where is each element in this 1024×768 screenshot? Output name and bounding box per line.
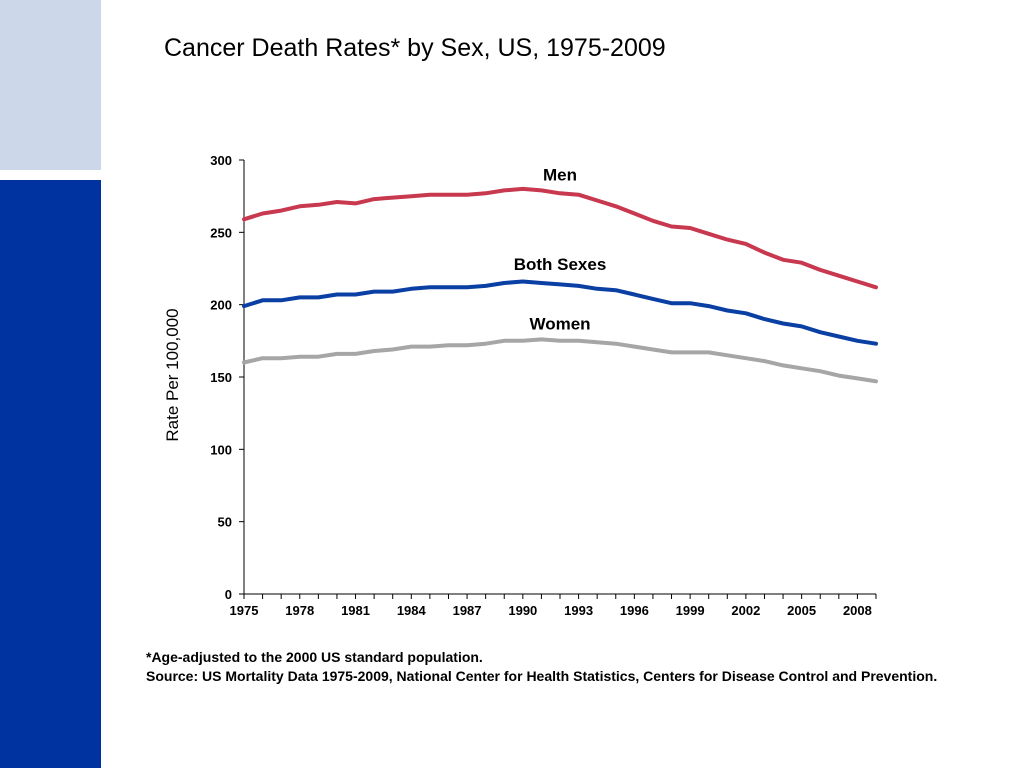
- y-tick-label: 50: [218, 515, 232, 530]
- sidebar-dark-panel: [0, 180, 101, 768]
- source-text: Source: US Mortality Data 1975-2009, Nat…: [146, 668, 938, 684]
- series-label-both-sexes: Both Sexes: [514, 255, 607, 274]
- sidebar-light-panel: [0, 0, 101, 170]
- x-tick-label: 1981: [341, 603, 370, 618]
- x-tick-label: 1978: [285, 603, 314, 618]
- x-tick-label: 1993: [564, 603, 593, 618]
- x-tick-label: 1987: [453, 603, 482, 618]
- y-tick-label: 250: [210, 225, 232, 240]
- y-tick-label: 150: [210, 370, 232, 385]
- series-line-men: [242, 186, 878, 290]
- y-axis-title: Rate Per 100,000: [163, 308, 182, 441]
- series-line-women: [242, 337, 878, 384]
- x-tick-label: 2002: [731, 603, 760, 618]
- footnote-text: *Age-adjusted to the 2000 US standard po…: [146, 649, 483, 665]
- series-label-women: Women: [529, 314, 590, 333]
- y-tick-label: 100: [210, 442, 232, 457]
- series-label-men: Men: [543, 165, 577, 184]
- x-tick-label: 2005: [787, 603, 816, 618]
- x-tick-label: 1996: [620, 603, 649, 618]
- series-line-both-sexes: [242, 279, 878, 346]
- y-tick-label: 200: [210, 298, 232, 313]
- y-tick-label: 0: [225, 587, 232, 602]
- x-tick-label: 1990: [508, 603, 537, 618]
- line-chart: 0 50 100 150 200 250 300 1975 1978 1981 1984 1987 19…: [163, 153, 878, 618]
- x-tick-label: 1984: [397, 603, 427, 618]
- y-tick-label: 300: [210, 153, 232, 168]
- footnote-block: *Age-adjusted to the 2000 US standard po…: [146, 648, 976, 686]
- x-tick-label: 2008: [843, 603, 872, 618]
- x-tick-label: 1999: [676, 603, 705, 618]
- slide-title: Cancer Death Rates* by Sex, US, 1975-200…: [164, 34, 666, 62]
- x-tick-label: 1975: [230, 603, 259, 618]
